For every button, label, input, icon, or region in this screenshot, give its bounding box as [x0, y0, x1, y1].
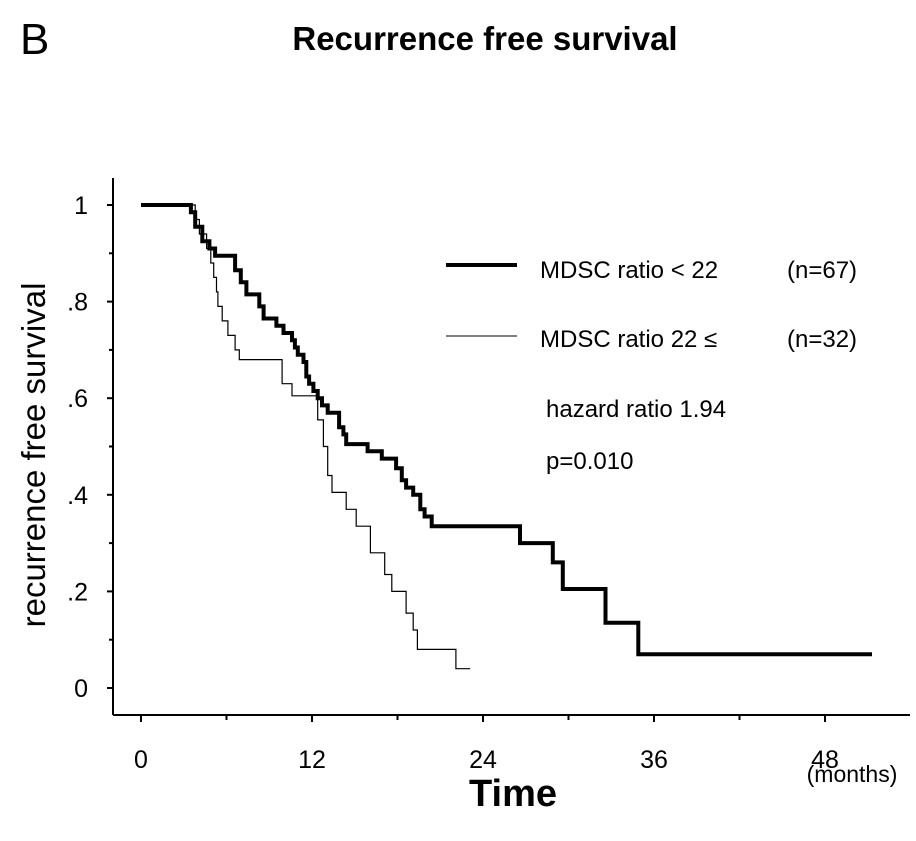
panel-label: B [20, 15, 49, 64]
legend-label-series-1: MDSC ratio < 22 [540, 257, 718, 284]
y-axis: 0 .2 .4 .6 .8 1 [67, 178, 114, 715]
x-axis-unit: (months) [807, 761, 898, 787]
x-axis-label: Time [469, 773, 557, 815]
p-value-annotation: p=0.010 [546, 448, 633, 475]
legend-n-series-2: (n=32) [787, 326, 857, 353]
x-ticks: 0 12 24 36 48 [134, 715, 839, 774]
y-tick-label: 0 [74, 675, 88, 703]
legend-n-series-1: (n=67) [787, 257, 857, 284]
survival-curve-series-1 [141, 203, 872, 657]
chart-title: Recurrence free survival [292, 20, 677, 57]
x-tick-label: 0 [134, 746, 148, 774]
series-layer [141, 203, 872, 670]
x-tick-label: 48 [811, 746, 839, 774]
y-tick-label: .6 [67, 385, 88, 413]
y-tick-label: .8 [67, 289, 88, 317]
y-axis-label: recurrence free survival [15, 283, 52, 628]
hazard-ratio-annotation: hazard ratio 1.94 [546, 396, 726, 423]
survival-curve-series-2 [141, 204, 471, 670]
legend-label-series-2: MDSC ratio 22 ≤ [540, 326, 717, 353]
y-ticks: 0 .2 .4 .6 .8 1 [67, 192, 113, 703]
y-tick-label: .2 [67, 578, 88, 606]
x-tick-label: 12 [298, 746, 326, 774]
x-tick-label: 36 [640, 746, 668, 774]
y-tick-label: 1 [74, 192, 88, 220]
x-tick-label: 24 [469, 746, 497, 774]
y-tick-label: .4 [67, 482, 88, 510]
legend: MDSC ratio < 22 (n=67) MDSC ratio 22 ≤ (… [446, 257, 857, 353]
x-axis: 0 12 24 36 48 [113, 714, 910, 774]
